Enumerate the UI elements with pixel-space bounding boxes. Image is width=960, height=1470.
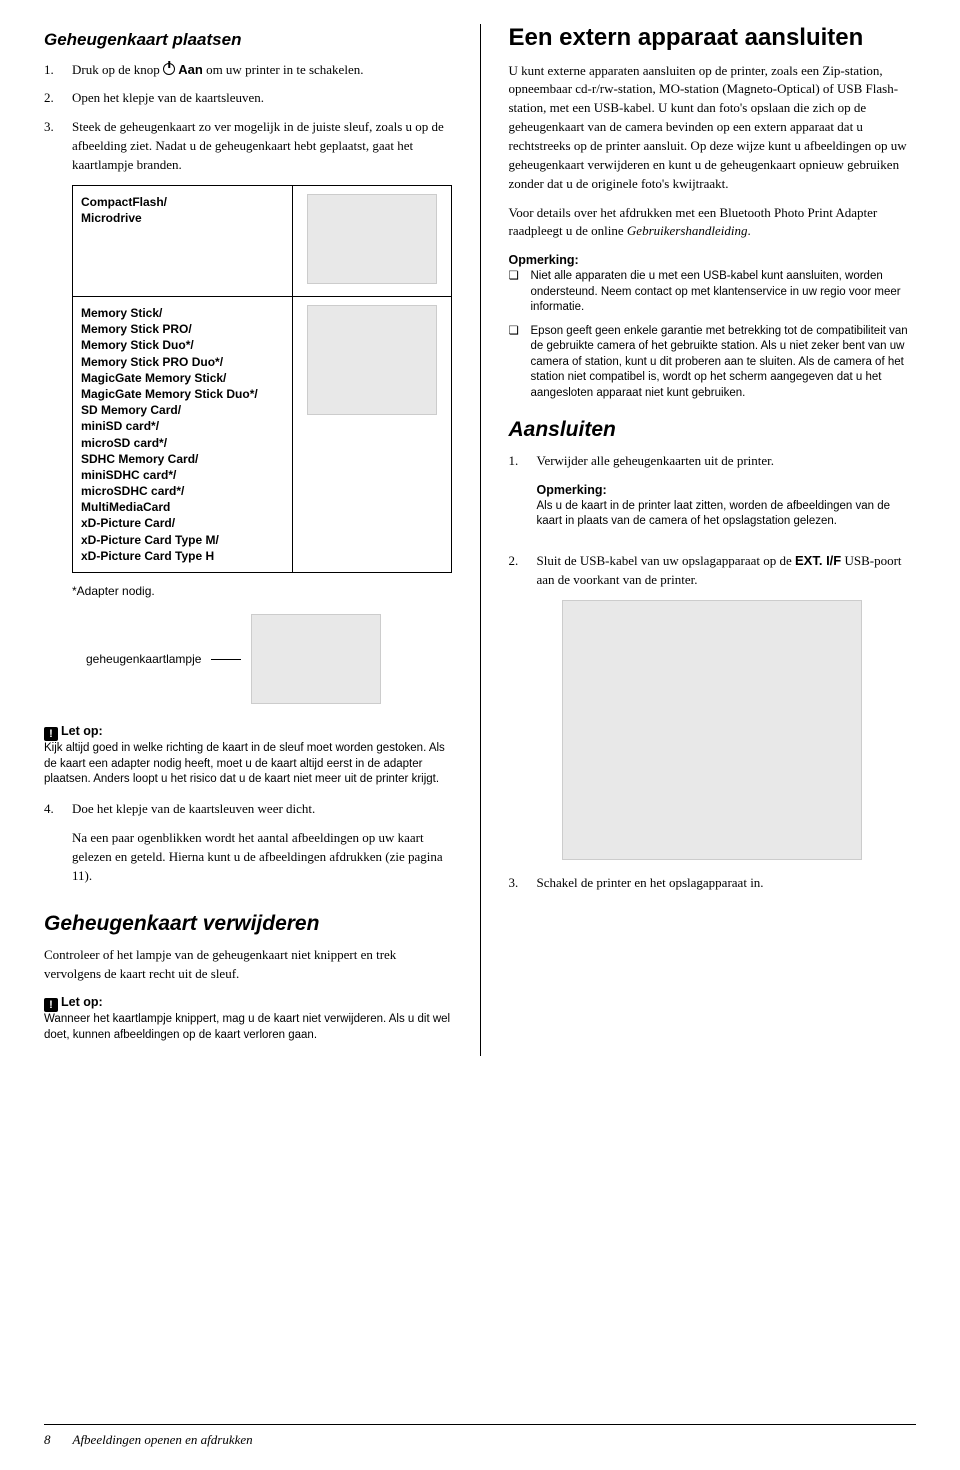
left-column: Geheugenkaart plaatsen 1. Druk op de kno…	[44, 24, 452, 1056]
step-number: 1.	[44, 61, 62, 80]
opmerking-item-1: Niet alle apparaten die u met een USB-ka…	[509, 269, 917, 316]
extern-paragraph-1: U kunt externe apparaten aansluiten op d…	[509, 62, 917, 194]
heading-aansluiten: Aansluiten	[509, 415, 917, 445]
table-row: Memory Stick/ Memory Stick PRO/ Memory S…	[73, 297, 452, 573]
caution-insert-card: !Let op: Kijk altijd goed in welke richt…	[44, 722, 452, 788]
connect-step-1: 1. Verwijder alle geheugenkaarten uit de…	[509, 452, 917, 542]
step-4-text: Doe het klepje van de kaartsleuven weer …	[72, 801, 315, 816]
connect-steps-list: 1. Verwijder alle geheugenkaarten uit de…	[509, 452, 917, 590]
step-number: 3.	[509, 874, 527, 893]
compactflash-image	[307, 194, 437, 284]
opmerking-list: Niet alle apparaten die u met een USB-ka…	[509, 269, 917, 401]
table-row: CompactFlash/ Microdrive	[73, 185, 452, 296]
card-type-cell-1: CompactFlash/ Microdrive	[73, 185, 293, 296]
opmerking-block: Opmerking: Niet alle apparaten die u met…	[509, 251, 917, 401]
step-number: 1.	[509, 452, 527, 542]
connect-step-3-text: Schakel de printer en het opslagapparaat…	[537, 874, 917, 893]
card-type-cell-2: Memory Stick/ Memory Stick PRO/ Memory S…	[73, 297, 293, 573]
page-footer: 8 Afbeeldingen openen en afdrukken	[44, 1424, 916, 1450]
lamp-pointer-line	[211, 659, 241, 660]
caution-insert-text: Kijk altijd goed in welke richting de ka…	[44, 741, 452, 788]
aan-label: Aan	[178, 62, 203, 77]
card-image-cell-2	[292, 297, 451, 573]
memorystick-image	[307, 305, 437, 415]
insert-steps-list-cont: 4. Doe het klepje van de kaartsleuven we…	[44, 800, 452, 895]
page-number: 8	[44, 1431, 51, 1450]
extern-paragraph-2: Voor details over het afdrukken met een …	[509, 204, 917, 242]
caution-remove-text: Wanneer het kaartlampje knippert, mag u …	[44, 1012, 452, 1043]
caution-icon: !	[44, 998, 58, 1012]
lamp-label: geheugenkaartlampje	[86, 651, 201, 668]
adapter-footnote: *Adapter nodig.	[72, 583, 452, 600]
connect-step-2: 2. Sluit de USB-kabel van uw opslagappar…	[509, 552, 917, 590]
step-3: 3. Steek de geheugenkaart zo ver mogelij…	[44, 118, 452, 175]
connect-step-3: 3. Schakel de printer en het opslagappar…	[509, 874, 917, 893]
step-number: 3.	[44, 118, 62, 175]
step-2-text: Open het klepje van de kaartsleuven.	[72, 89, 452, 108]
connect-steps-list-cont: 3. Schakel de printer en het opslagappar…	[509, 874, 917, 893]
step-number: 4.	[44, 800, 62, 895]
step-4: 4. Doe het klepje van de kaartsleuven we…	[44, 800, 452, 895]
step-number: 2.	[44, 89, 62, 108]
connect-opmerking: Opmerking: Als u de kaart in de printer …	[537, 481, 917, 530]
step-4-followup: Na een paar ogenblikken wordt het aantal…	[72, 829, 452, 886]
power-icon	[163, 63, 175, 75]
connect-opmerking-text: Als u de kaart in de printer laat zitten…	[537, 499, 917, 530]
step-number: 2.	[509, 552, 527, 590]
lamp-image	[251, 614, 381, 704]
heading-geheugenkaart-plaatsen: Geheugenkaart plaatsen	[44, 28, 452, 53]
remove-card-paragraph: Controleer of het lampje van de geheugen…	[44, 946, 452, 984]
caution-icon: !	[44, 727, 58, 741]
caution-heading-2: Let op:	[61, 995, 103, 1009]
connect-step-1-text: Verwijder alle geheugenkaarten uit de pr…	[537, 453, 775, 468]
memory-card-table: CompactFlash/ Microdrive Memory Stick/ M…	[72, 185, 452, 573]
card-image-cell-1	[292, 185, 451, 296]
column-separator	[480, 24, 481, 1056]
gebruikershandleiding-ref: Gebruikershandleiding	[627, 223, 748, 238]
card-lamp-diagram: geheugenkaartlampje	[72, 614, 452, 704]
extern-p2-c: .	[748, 223, 751, 238]
caution-heading: Let op:	[61, 724, 103, 738]
connect-opmerking-heading: Opmerking:	[537, 481, 917, 499]
opmerking-heading: Opmerking:	[509, 251, 917, 269]
connect-step-2-a: Sluit de USB-kabel van uw opslagapparaat…	[537, 553, 796, 568]
insert-steps-list: 1. Druk op de knop Aan om uw printer in …	[44, 61, 452, 175]
footer-title: Afbeeldingen openen en afdrukken	[73, 1431, 253, 1450]
opmerking-item-2: Epson geeft geen enkele garantie met bet…	[509, 324, 917, 402]
heading-geheugenkaart-verwijderen: Geheugenkaart verwijderen	[44, 909, 452, 939]
step-1-text-b: om uw printer in te schakelen.	[203, 62, 364, 77]
printer-usb-diagram	[562, 600, 862, 860]
step-2: 2. Open het klepje van de kaartsleuven.	[44, 89, 452, 108]
heading-extern-apparaat: Een extern apparaat aansluiten	[509, 24, 917, 52]
right-column: Een extern apparaat aansluiten U kunt ex…	[509, 24, 917, 1056]
caution-remove-card: !Let op: Wanneer het kaartlampje knipper…	[44, 993, 452, 1043]
step-3-text: Steek de geheugenkaart zo ver mogelijk i…	[72, 118, 452, 175]
ext-if-label: EXT. I/F	[795, 553, 841, 568]
step-1-text-a: Druk op de knop	[72, 62, 163, 77]
step-1: 1. Druk op de knop Aan om uw printer in …	[44, 61, 452, 80]
